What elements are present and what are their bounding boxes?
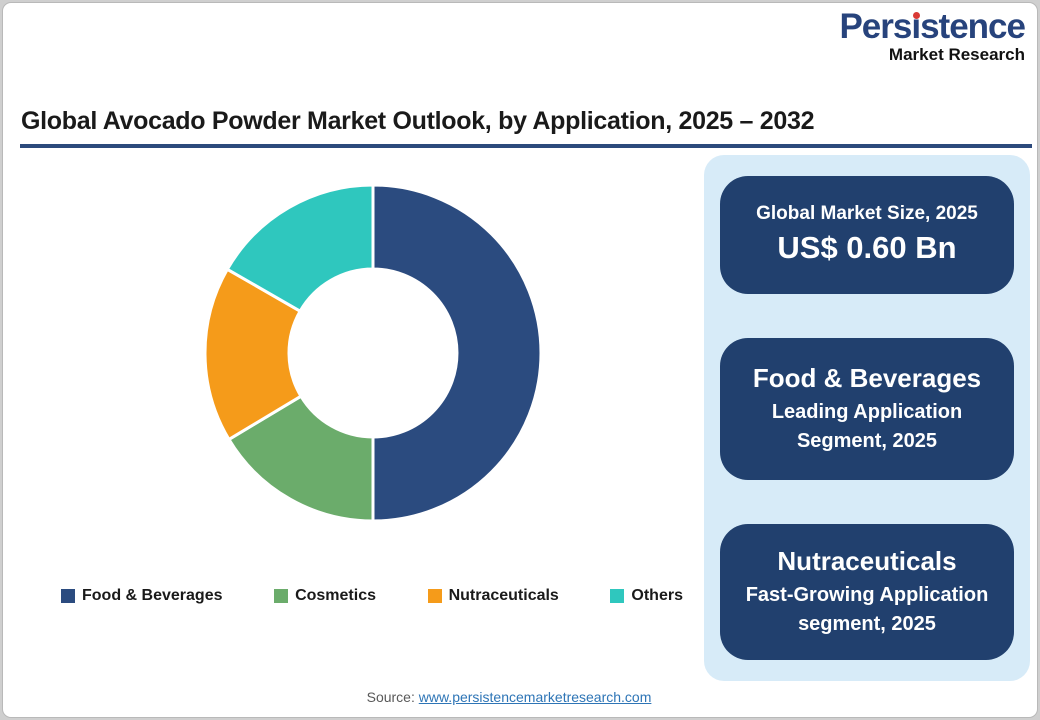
- legend-swatch-cosmetics: [274, 589, 289, 603]
- logo-red-dot-icon: [913, 12, 921, 19]
- legend-item-cosmetics: Cosmetics: [274, 587, 376, 605]
- leading-segment-heading: Food & Beverages: [752, 363, 982, 394]
- leading-segment-subtext: Leading Application Segment, 2025: [771, 400, 963, 452]
- legend-swatch-others: [610, 589, 625, 603]
- legend-item-nutraceuticals: Nutraceuticals: [427, 587, 559, 605]
- market-size-card: Global Market Size, 2025 US$ 0.60 Bn: [720, 176, 1014, 294]
- legend-label: Others: [631, 587, 683, 604]
- highlights-panel: Global Market Size, 2025 US$ 0.60 Bn Foo…: [704, 155, 1030, 681]
- source-link[interactable]: www.persistencemarketresearch.com: [418, 689, 652, 705]
- logo-i-letter: ı: [911, 7, 921, 46]
- fast-growing-segment-heading: Nutraceuticals: [777, 546, 957, 577]
- market-size-value: US$ 0.60 Bn: [777, 229, 957, 265]
- donut-slice-others: [225, 183, 375, 314]
- legend-label: Nutraceuticals: [448, 587, 559, 604]
- title-underline: [20, 144, 1032, 148]
- logo-brand-text: Persı stence: [839, 7, 1026, 46]
- chart-legend: Food & Beverages Cosmetics Nutraceutical…: [61, 587, 683, 605]
- legend-item-others: Others: [610, 587, 683, 605]
- source-line: Source: www.persistencemarketresearch.co…: [3, 689, 1015, 705]
- logo-tagline: Market Research: [888, 45, 1025, 64]
- legend-label: Food & Beverages: [82, 587, 223, 604]
- legend-label: Cosmetics: [295, 587, 376, 604]
- persistence-market-research-logo: Persı stence Market Research: [839, 7, 1026, 64]
- donut-slice-cosmetics: [226, 394, 375, 523]
- legend-swatch-nutraceuticals: [427, 589, 442, 603]
- market-size-heading: Global Market Size, 2025: [756, 203, 978, 225]
- page-title: Global Avocado Powder Market Outlook, by…: [21, 107, 815, 135]
- leading-segment-card: Food & Beverages Leading Application Seg…: [720, 338, 1014, 480]
- donut-chart: [203, 183, 543, 523]
- donut-slice-nutraceuticals: [203, 267, 304, 442]
- donut-slice-food-beverages: [371, 183, 543, 523]
- source-label: Source:: [366, 689, 415, 705]
- fast-growing-segment-subtext: Fast-Growing Application segment, 2025: [745, 583, 989, 635]
- fast-growing-segment-card: Nutraceuticals Fast-Growing Application …: [720, 524, 1014, 660]
- legend-swatch-food-beverages: [61, 589, 75, 603]
- legend-item-food-beverages: Food & Beverages: [61, 587, 222, 605]
